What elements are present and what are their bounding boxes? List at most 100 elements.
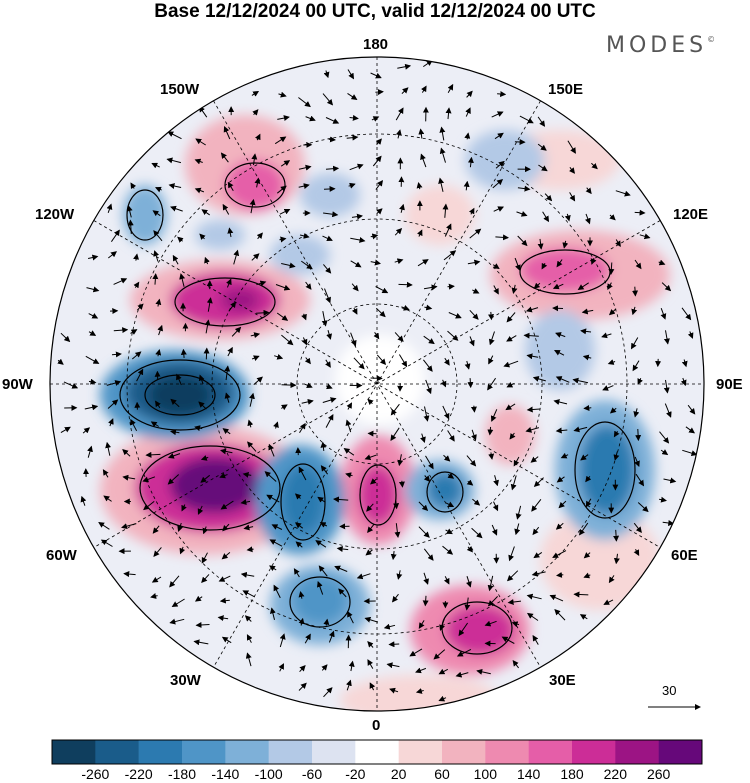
wind-vector xyxy=(465,107,471,117)
wind-vector xyxy=(639,233,651,240)
wind-vector xyxy=(497,91,507,98)
wind-vector xyxy=(491,111,504,118)
wind-vector xyxy=(375,286,389,294)
wind-vector xyxy=(57,358,64,365)
wind-vector xyxy=(346,402,352,410)
wind-vector xyxy=(375,89,384,96)
wind-vector xyxy=(537,238,544,250)
wind-vector xyxy=(420,433,426,444)
wind-vector xyxy=(281,404,288,411)
wind-vector xyxy=(609,407,617,414)
wind-vector xyxy=(145,451,161,458)
colorbar-tick-label: 260 xyxy=(646,766,671,782)
wind-vector xyxy=(113,278,128,285)
wind-vector xyxy=(388,641,400,648)
wind-vector xyxy=(251,90,260,97)
lon-label-60w: 60W xyxy=(46,547,77,564)
wind-vector xyxy=(295,522,304,529)
wind-vector xyxy=(328,630,335,643)
wind-vector xyxy=(277,115,290,122)
wind-vector xyxy=(495,234,509,241)
wind-vector xyxy=(469,228,482,239)
wind-vector xyxy=(343,448,355,456)
wind-vector xyxy=(423,359,433,372)
wind-vector xyxy=(663,477,677,484)
wind-vector xyxy=(199,233,206,240)
wind-vector xyxy=(269,565,277,572)
wind-vector xyxy=(633,408,640,418)
wind-vector xyxy=(299,232,310,239)
wind-vector xyxy=(281,334,294,346)
wind-vector xyxy=(122,449,131,457)
wind-vector xyxy=(514,257,521,271)
wind-vector xyxy=(466,90,473,98)
wind-vector xyxy=(256,280,267,287)
wind-vector xyxy=(582,354,592,361)
wind-vector xyxy=(458,622,469,637)
wind-vector xyxy=(537,143,547,151)
wind-vector xyxy=(532,375,546,382)
wind-vector xyxy=(103,495,112,502)
wind-vector xyxy=(455,671,469,678)
wind-vector xyxy=(298,97,311,108)
wind-vector xyxy=(233,249,240,265)
wind-vector xyxy=(420,85,427,93)
wind-vector xyxy=(295,541,303,548)
wind-vector xyxy=(246,546,254,553)
wind-vector xyxy=(351,283,359,292)
wind-vector xyxy=(324,288,331,304)
wind-vector xyxy=(333,496,349,503)
wind-vector xyxy=(420,153,427,168)
wind-vector xyxy=(602,385,614,391)
wind-vector xyxy=(533,551,543,559)
wind-vector xyxy=(348,660,355,672)
wind-vector xyxy=(301,260,313,270)
wind-vector xyxy=(613,529,620,542)
wind-vector xyxy=(634,456,640,468)
wind-vector xyxy=(531,498,542,512)
wind-vector xyxy=(367,523,375,533)
wind-vector xyxy=(492,263,500,270)
wind-vector xyxy=(167,131,182,140)
wind-vector xyxy=(394,523,401,538)
anomaly-field xyxy=(50,57,704,711)
colorbar-tick-label: -220 xyxy=(124,766,153,782)
wind-vector xyxy=(251,253,260,261)
wind-vector xyxy=(224,365,231,381)
wind-vector xyxy=(204,319,211,334)
wind-vector xyxy=(170,429,180,436)
wind-vector xyxy=(469,336,475,347)
colorbar-tick-label: 20 xyxy=(390,766,407,782)
colorbar-swatch xyxy=(572,740,616,764)
wind-vector xyxy=(220,152,229,163)
wind-vector xyxy=(227,346,233,357)
wind-vector xyxy=(526,612,539,621)
wind-vector xyxy=(470,405,477,413)
colorbar-swatch xyxy=(138,740,183,764)
wind-vector xyxy=(601,332,612,339)
wind-vector xyxy=(607,359,616,365)
wind-vector xyxy=(370,233,379,240)
wind-vector xyxy=(423,406,430,422)
wind-vector xyxy=(572,377,589,384)
wind-vector xyxy=(506,570,519,582)
wind-vector xyxy=(417,259,429,267)
wind-vector xyxy=(347,92,358,100)
wind-vector xyxy=(157,324,164,336)
wind-vector xyxy=(345,419,352,433)
wind-vector xyxy=(255,133,261,141)
wind-vector xyxy=(394,258,404,265)
wind-vector xyxy=(530,456,539,463)
wind-vector xyxy=(418,128,425,139)
wind-vector xyxy=(443,357,450,366)
wind-vector xyxy=(495,160,505,169)
colorbar-tick-label: 60 xyxy=(434,766,450,782)
wind-vector xyxy=(200,474,211,483)
wind-vector xyxy=(555,522,564,530)
wind-vector xyxy=(155,400,161,409)
wind-vector xyxy=(301,398,314,405)
colorbar-tick-label: 100 xyxy=(473,766,498,782)
wind-vector xyxy=(319,522,328,528)
colorbar-swatch xyxy=(95,740,139,764)
